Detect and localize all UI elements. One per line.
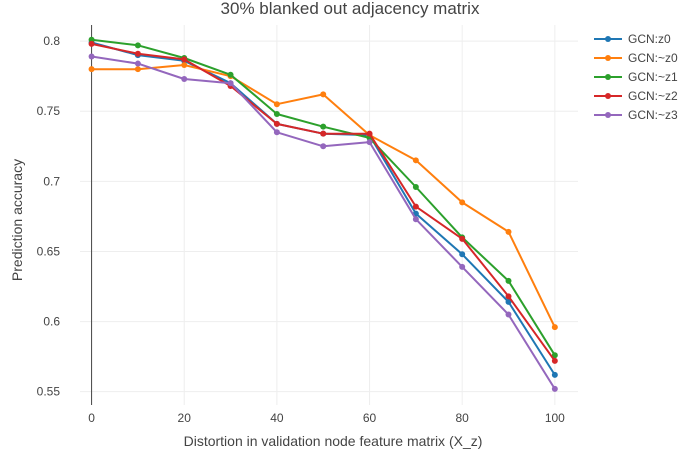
legend-swatch-marker xyxy=(605,93,611,99)
legend-item[interactable]: GCN:~z2 xyxy=(594,89,678,103)
data-point xyxy=(88,53,95,60)
data-point xyxy=(459,263,466,270)
data-point xyxy=(273,129,280,136)
data-point xyxy=(227,71,234,78)
x-tick-label: 20 xyxy=(178,411,192,425)
legend-label: GCN:z0 xyxy=(628,32,671,46)
x-tick-label: 100 xyxy=(545,411,565,425)
legend-label: GCN:~z2 xyxy=(628,89,678,103)
y-tick-label: 0.55 xyxy=(37,385,61,399)
series-gcn-z0 xyxy=(88,61,558,331)
data-point xyxy=(273,120,280,127)
data-point xyxy=(412,203,419,210)
legend: GCN:z0 GCN:~z0 GCN:~z1 GCN:~z2 GCN:~z3 xyxy=(594,32,678,122)
series-lines xyxy=(88,36,558,392)
data-point xyxy=(459,235,466,242)
y-tick-label: 0.8 xyxy=(43,34,60,48)
data-point xyxy=(273,101,280,108)
series-line xyxy=(91,38,556,356)
x-tick-label: 80 xyxy=(456,411,470,425)
legend-swatch-marker xyxy=(605,112,611,118)
data-point xyxy=(551,385,558,392)
legend-item[interactable]: GCN:~z1 xyxy=(594,70,678,84)
x-tick-label: 40 xyxy=(270,411,284,425)
axes: 0 20 40 60 80 100 0.55 0.6 0.65 0.7 0.75 0.8 xyxy=(37,25,565,425)
legend-label: GCN:~z3 xyxy=(628,108,678,122)
data-point xyxy=(134,60,141,67)
y-tick-label: 0.75 xyxy=(37,104,61,118)
data-point xyxy=(459,199,466,206)
data-point xyxy=(412,183,419,190)
x-tick-label: 60 xyxy=(363,411,377,425)
legend-item[interactable]: GCN:~z0 xyxy=(594,51,678,65)
data-point xyxy=(320,130,327,137)
chart-title: 30% blanked out adjacency matrix xyxy=(221,0,480,18)
legend-swatch-marker xyxy=(605,55,611,61)
x-tick-label: 0 xyxy=(88,411,95,425)
data-point xyxy=(459,251,466,258)
data-point xyxy=(227,80,234,87)
data-point xyxy=(320,123,327,130)
data-point xyxy=(88,66,95,73)
series-line xyxy=(91,64,556,328)
data-point xyxy=(134,50,141,57)
y-tick-label: 0.65 xyxy=(37,244,61,258)
data-point xyxy=(551,371,558,378)
data-point xyxy=(181,61,188,68)
data-point xyxy=(320,91,327,98)
data-point xyxy=(505,293,512,300)
data-point xyxy=(551,352,558,359)
legend-label: GCN:~z1 xyxy=(628,70,678,84)
data-point xyxy=(551,357,558,364)
data-point xyxy=(88,40,95,47)
legend-item[interactable]: GCN:~z3 xyxy=(594,108,678,122)
data-point xyxy=(412,157,419,164)
data-point xyxy=(412,216,419,223)
data-point xyxy=(505,298,512,305)
legend-swatch-marker xyxy=(605,36,611,42)
grid xyxy=(80,25,578,405)
series-gcn-z3 xyxy=(88,53,558,392)
data-point xyxy=(134,66,141,73)
data-point xyxy=(505,311,512,318)
legend-swatch-marker xyxy=(605,74,611,80)
legend-label: GCN:~z0 xyxy=(628,51,678,65)
y-tick-label: 0.7 xyxy=(43,174,60,188)
y-tick-label: 0.6 xyxy=(43,315,60,329)
data-point xyxy=(181,75,188,82)
data-point xyxy=(134,42,141,49)
data-point xyxy=(505,228,512,235)
data-point xyxy=(320,143,327,150)
legend-item[interactable]: GCN:z0 xyxy=(594,32,671,46)
data-point xyxy=(181,56,188,63)
data-point xyxy=(273,111,280,118)
data-point xyxy=(505,277,512,284)
data-point xyxy=(366,139,373,146)
series-gcn-z0 xyxy=(88,39,558,378)
series-gcn-z2 xyxy=(88,40,558,364)
series-gcn-z1 xyxy=(88,36,558,359)
series-line xyxy=(91,55,556,390)
data-point xyxy=(551,324,558,331)
x-axis-title: Distortion in validation node feature ma… xyxy=(184,433,483,449)
data-point xyxy=(88,36,95,43)
data-point xyxy=(366,130,373,137)
y-axis-title: Prediction accuracy xyxy=(9,159,25,281)
